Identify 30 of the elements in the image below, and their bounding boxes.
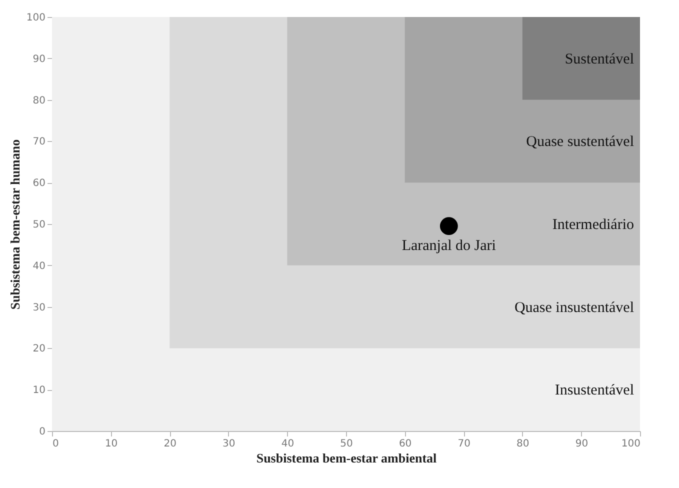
x-tick-label: 100 [621,438,640,450]
band-label: Insustentável [554,382,634,399]
y-tick-label: 0 [39,426,46,438]
band-label: Quase insustentável [514,300,634,316]
x-tick-label: 0 [52,438,59,450]
x-axis-title: Susbistema bem-estar ambiental [256,450,438,466]
x-tick-label: 20 [164,438,176,450]
x-tick-label: 60 [398,438,412,450]
y-tick-label: 30 [32,302,46,314]
y-tick-label: 60 [32,178,46,190]
band-label: Sustentável [564,51,634,68]
x-tick-label: 40 [281,438,294,450]
y-tick-label: 50 [32,220,46,230]
y-tick-label: 40 [32,260,46,272]
y-tick-label: 70 [32,136,46,148]
x-tick-label: 80 [516,438,530,450]
y-tick-label: 100 [26,12,46,24]
y-tick-label: 80 [32,95,46,106]
y-tick-label: 90 [32,54,46,65]
annotation: Laranjal do Jari [402,238,496,254]
x-tick-label: 90 [575,438,588,450]
x-tick-label: 10 [104,438,118,450]
x-tick-label: 70 [458,438,470,450]
y-tick-label: 10 [32,385,46,396]
band-label: Quase sustentável [526,134,634,150]
band-label: Intermediário [552,217,634,233]
y-axis-title: Subsistema bem-estar humano [7,139,22,310]
x-tick-label: 50 [340,438,353,450]
x-tick-label: 30 [222,438,236,450]
y-tick-label: 20 [32,344,46,355]
